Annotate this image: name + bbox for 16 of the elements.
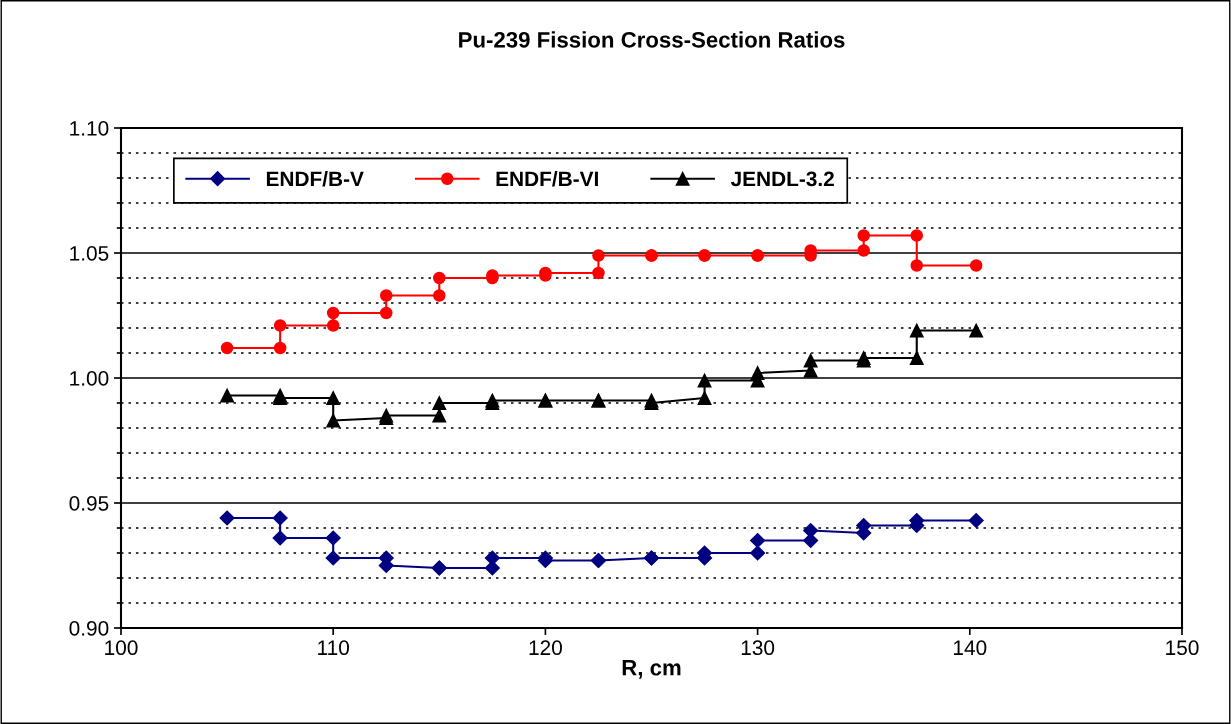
legend-label: JENDL-3.2 xyxy=(730,171,834,187)
y-tick-label: 0.95 xyxy=(69,496,109,511)
chart-title: Pu-239 Fission Cross-Section Ratios xyxy=(459,31,845,48)
legend-label: ENDF/B-VI xyxy=(496,170,598,187)
x-tick-label: 130 xyxy=(741,640,775,656)
x-tick-label: 110 xyxy=(318,640,349,656)
x-tick-label: 120 xyxy=(529,640,562,656)
x-axis-title: R, cm xyxy=(622,660,681,679)
legend-label: ENDF/B-V xyxy=(266,170,364,187)
y-tick-label: 1.10 xyxy=(70,121,109,136)
x-tick-label: 140 xyxy=(954,640,987,656)
x-tick-label: 100 xyxy=(105,640,138,656)
y-tick-label: 0.90 xyxy=(69,621,109,636)
x-tick-label: 150 xyxy=(1166,640,1199,656)
y-tick-label: 1.00 xyxy=(70,371,109,386)
y-tick-label: 1.05 xyxy=(70,246,109,261)
